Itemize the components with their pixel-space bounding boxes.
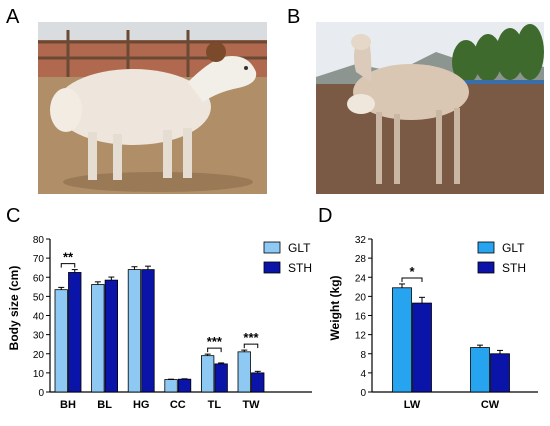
- c-x-tick-label: CC: [170, 399, 186, 411]
- photo-a-sheep: [50, 42, 257, 180]
- photo-b-sheep: [351, 34, 469, 184]
- c-bar-glt: [200, 355, 215, 393]
- c-y-tick-label: 40: [33, 312, 45, 323]
- c-y-tick-label: 50: [33, 292, 45, 303]
- panel-label-c: C: [6, 205, 21, 227]
- c-bar-glt: [91, 284, 105, 393]
- d-legend-swatch-glt: [477, 241, 495, 254]
- c-x-tick-label: BH: [60, 399, 76, 411]
- c-bar-sth: [177, 378, 192, 393]
- c-bar-glt: [127, 269, 142, 393]
- c-y-tick-label: 0: [38, 388, 44, 399]
- c-y-tick-label: 60: [33, 273, 45, 284]
- d-significance-label: *: [409, 264, 415, 279]
- c-bar-glt: [237, 351, 251, 393]
- c-legend-label-sth: STH: [288, 261, 312, 275]
- c-bar-glt: [54, 289, 68, 393]
- d-y-tick-label: 0: [360, 388, 366, 399]
- d-y-tick-label: 8: [360, 350, 366, 361]
- d-y-tick-label: 24: [355, 273, 367, 284]
- c-x-tick-label: BL: [97, 399, 112, 411]
- c-y-tick-label: 80: [33, 235, 45, 246]
- c-legend-swatch-sth: [263, 261, 281, 274]
- d-y-tick-label: 20: [355, 292, 367, 303]
- d-y-tick-label: 12: [355, 331, 367, 342]
- d-bar-sth: [490, 353, 510, 393]
- panel-label-a: A: [6, 6, 20, 28]
- d-legend-swatch-sth: [477, 261, 495, 274]
- d-bar-glt: [392, 287, 412, 393]
- c-x-tick-label: TL: [208, 399, 222, 411]
- c-x-tick-label: HG: [133, 399, 150, 411]
- c-bar-sth: [214, 363, 228, 393]
- d-x-tick-label: CW: [481, 399, 500, 411]
- c-bar-sth: [251, 372, 265, 393]
- d-significance-bracket: [401, 277, 423, 282]
- c-significance-bracket: [60, 263, 76, 268]
- chart-body-size: Body size (cm) 0 10 20 30 40 50 60 70 80 BH BL HG CC…: [7, 235, 312, 411]
- photo-b-trees: [452, 24, 544, 84]
- c-y-tick-label: 20: [33, 350, 45, 361]
- d-y-tick-label: 32: [355, 235, 367, 246]
- d-x-tick-label: LW: [404, 399, 421, 411]
- photo-b-lamb: [347, 94, 375, 114]
- c-bar-sth: [141, 269, 155, 393]
- photo-a-shadow: [63, 172, 253, 192]
- chart-c-ylabel: Body size (cm): [7, 266, 21, 351]
- c-y-tick-label: 10: [33, 369, 45, 380]
- c-significance-bracket: [207, 347, 222, 353]
- c-significance-label: ***: [243, 330, 259, 345]
- sheep-photo-a: [38, 22, 267, 194]
- d-legend-label-glt: GLT: [502, 241, 525, 255]
- c-y-tick-label: 70: [33, 254, 45, 265]
- c-bar-glt: [164, 379, 178, 393]
- c-x-tick-label: TW: [242, 399, 260, 411]
- c-y-tick-label: 30: [33, 331, 45, 342]
- d-y-tick-label: 28: [355, 254, 367, 265]
- sheep-photo-b: [316, 22, 544, 194]
- c-legend-label-glt: GLT: [288, 241, 311, 255]
- c-significance-bracket: [243, 343, 259, 349]
- c-significance-label: **: [63, 250, 74, 265]
- chart-d-ylabel: Weight (kg): [328, 275, 342, 340]
- d-y-tick-label: 16: [355, 312, 367, 323]
- panel-label-b: B: [287, 6, 301, 28]
- c-bar-sth: [104, 279, 118, 393]
- panel-label-d: D: [318, 205, 333, 227]
- chart-weight: Weight (kg) 0 4 8 12 16 20 24 28 32 LW CW * GLT STH: [328, 235, 538, 411]
- d-legend-label-sth: STH: [502, 261, 526, 275]
- d-bar-glt: [470, 347, 490, 393]
- c-legend-swatch-glt: [263, 241, 281, 254]
- c-significance-label: ***: [207, 334, 223, 349]
- d-y-tick-label: 4: [360, 369, 366, 380]
- d-bar-sth: [412, 302, 432, 393]
- c-bar-sth: [68, 272, 82, 393]
